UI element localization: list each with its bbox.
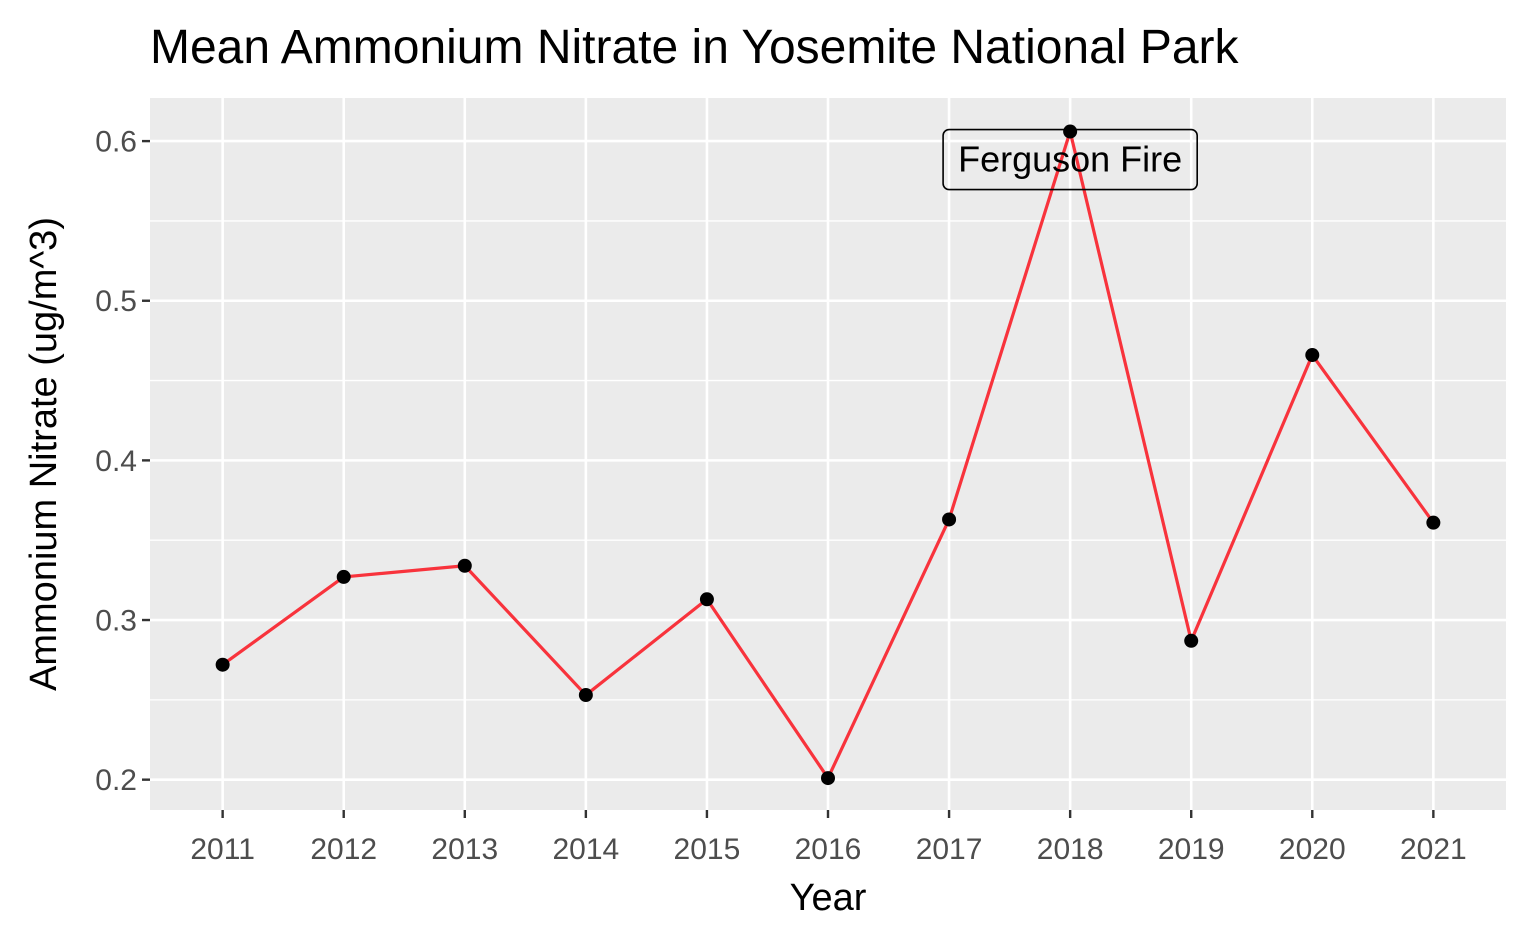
y-tick-label: 0.6 — [95, 126, 137, 159]
major-gridlines — [150, 98, 1506, 810]
x-axis-ticks: 2011 2012 2013 2014 2015 2016 2017 2018 2019 2020… — [190, 810, 1467, 866]
chart-title: Mean Ammonium Nitrate in Yosemite Nation… — [150, 21, 1240, 74]
x-tick-label: 2021 — [1400, 833, 1467, 866]
x-tick-label: 2019 — [1158, 833, 1225, 866]
data-point — [578, 688, 593, 703]
y-axis-ticks: 0.2 0.3 0.4 0.5 0.6 — [95, 126, 150, 797]
data-point — [1184, 633, 1199, 648]
x-tick-label: 2020 — [1279, 833, 1346, 866]
x-axis-title: Year — [790, 877, 867, 919]
data-point — [336, 569, 351, 584]
annotation-box — [942, 128, 1198, 191]
data-point — [942, 512, 957, 527]
data-point — [1305, 348, 1320, 363]
data-point — [1426, 515, 1441, 530]
data-point — [699, 592, 714, 607]
x-tick-label: 2013 — [431, 833, 498, 866]
y-tick-label: 0.3 — [95, 605, 137, 638]
y-tick-label: 0.2 — [95, 764, 137, 797]
x-tick-label: 2014 — [552, 833, 619, 866]
data-point — [215, 657, 230, 672]
x-tick-label: 2017 — [916, 833, 983, 866]
x-tick-label: 2011 — [190, 833, 255, 866]
annotation-label: Ferguson Fire — [942, 128, 1198, 191]
annotation-text: Ferguson Fire — [958, 139, 1182, 180]
series-points — [215, 124, 1441, 786]
x-tick-label: 2015 — [674, 833, 741, 866]
y-tick-label: 0.4 — [95, 445, 137, 478]
y-tick-label: 0.5 — [95, 285, 137, 318]
y-axis-title: Ammonium Nitrate (ug/m^3) — [23, 217, 65, 691]
data-point — [821, 771, 835, 786]
x-tick-label: 2018 — [1037, 833, 1104, 866]
annotations: Ferguson Fire — [942, 128, 1198, 191]
x-tick-label: 2012 — [310, 833, 377, 866]
x-tick-label: 2016 — [795, 833, 862, 866]
data-point — [1063, 124, 1078, 139]
data-point — [457, 558, 472, 573]
